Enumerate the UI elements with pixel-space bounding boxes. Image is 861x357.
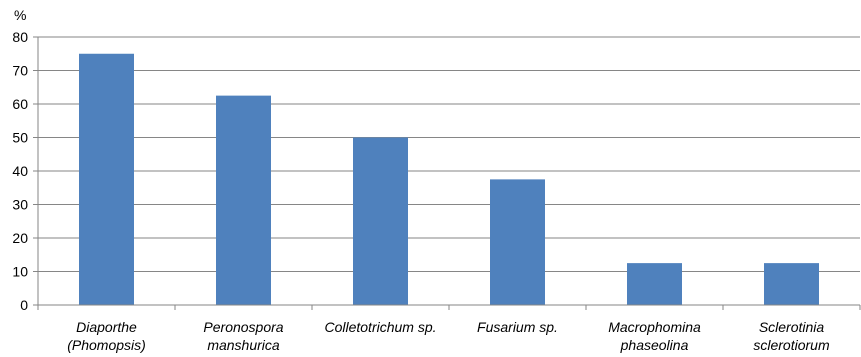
bar (627, 263, 682, 305)
bar (764, 263, 819, 305)
x-category-label: Peronospora (203, 319, 283, 335)
x-category-label: Fusarium sp. (477, 319, 558, 335)
axes (37, 37, 861, 310)
y-tick-labels: 0 10 20 30 40 50 60 70 80 (12, 29, 28, 313)
x-category-label: sclerotiorum (753, 337, 830, 353)
bar (79, 53, 134, 305)
y-tick-label: 20 (12, 230, 28, 246)
x-category-label: (Phomopsis) (67, 337, 146, 353)
x-category-label: Diaporthe (76, 319, 137, 335)
y-unit-label: % (14, 7, 26, 23)
gridlines (33, 36, 860, 306)
y-tick-label: 60 (12, 96, 28, 112)
y-tick-label: 50 (12, 130, 28, 146)
x-category-labels: Diaporthe (Phomopsis) Peronospora manshuric… (67, 319, 830, 353)
y-tick-label: 70 (12, 63, 28, 79)
bar (353, 137, 408, 305)
bar (490, 179, 545, 305)
y-tick-label: 80 (12, 29, 28, 45)
bars (79, 53, 819, 305)
x-category-label: phaseolina (620, 337, 689, 353)
bar (216, 95, 271, 305)
y-tick-label: 30 (12, 197, 28, 213)
x-category-label: Macrophomina (608, 319, 701, 335)
x-category-label: Sclerotinia (759, 319, 825, 335)
x-category-label: manshurica (207, 337, 280, 353)
y-tick-label: 10 (12, 264, 28, 280)
y-tick-label: 0 (20, 297, 28, 313)
y-tick-label: 40 (12, 163, 28, 179)
x-category-label: Colletotrichum sp. (324, 319, 436, 335)
